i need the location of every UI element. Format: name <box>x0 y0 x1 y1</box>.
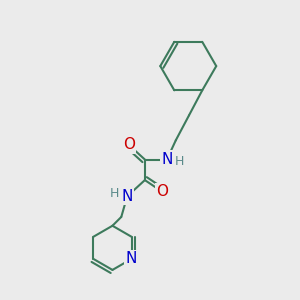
Text: N: N <box>161 152 172 167</box>
Text: H: H <box>175 155 184 168</box>
Text: O: O <box>157 184 169 200</box>
Text: N: N <box>122 189 133 204</box>
Text: O: O <box>123 137 135 152</box>
Text: H: H <box>110 188 119 200</box>
Text: N: N <box>126 251 137 266</box>
